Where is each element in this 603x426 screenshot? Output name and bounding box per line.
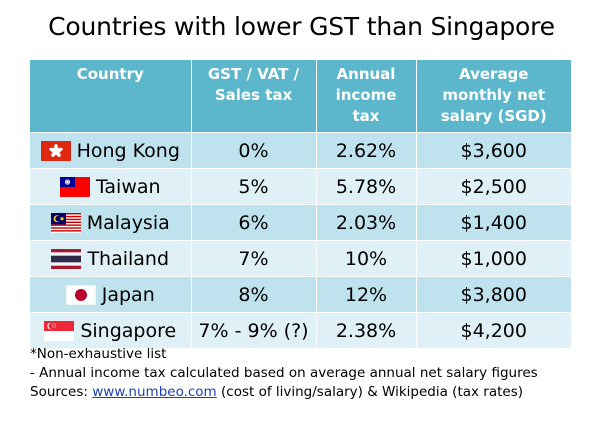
malaysia-flag-icon — [50, 212, 81, 233]
singapore-flag-icon — [44, 320, 75, 341]
country-cell: Taiwan — [30, 168, 191, 205]
taiwan-flag-icon — [59, 176, 90, 197]
page-title: Countries with lower GST than Singapore — [48, 12, 555, 41]
income-tax-value: 2.38% — [315, 312, 416, 348]
country-cell: Hong Kong — [30, 132, 191, 169]
sources-prefix: Sources: — [30, 384, 93, 400]
table-row: Taiwan 5% 5.78% $2,500 — [30, 168, 571, 205]
country-cell: Malaysia — [30, 204, 191, 241]
table-row: Hong Kong 0% 2.62% $3,600 — [30, 132, 571, 169]
header-gst: GST / VAT / Sales tax — [190, 60, 316, 133]
country-name: Malaysia — [86, 211, 170, 234]
salary-value: $3,600 — [415, 132, 571, 169]
thailand-flag-icon — [51, 248, 82, 269]
header-country: Country — [30, 60, 191, 133]
country-cell: Singapore — [30, 312, 191, 348]
gst-value: 7% - 9% (?) — [190, 312, 316, 348]
salary-value: $4,200 — [415, 312, 571, 348]
table-row: Malaysia 6% 2.03% $1,400 — [30, 204, 571, 241]
country-name: Japan — [101, 283, 155, 306]
sources-suffix: (cost of living/salary) & Wikipedia (tax… — [216, 384, 524, 400]
footnote-sources: Sources: www.numbeo.com (cost of living/… — [30, 383, 538, 402]
table-header-row: Country GST / VAT / Sales tax Annual inc… — [30, 60, 571, 133]
salary-value: $2,500 — [415, 168, 571, 205]
hong-kong-flag-icon — [40, 140, 71, 161]
income-tax-value: 5.78% — [315, 168, 416, 205]
income-tax-value: 10% — [315, 240, 416, 277]
table-row: Thailand 7% 10% $1,000 — [30, 240, 571, 277]
income-tax-value: 2.03% — [315, 204, 416, 241]
header-salary: Average monthly net salary (SGD) — [415, 60, 571, 133]
salary-value: $3,800 — [415, 276, 571, 313]
country-name: Thailand — [87, 247, 170, 270]
country-name: Taiwan — [95, 175, 161, 198]
footnotes: *Non-exhaustive list - Annual income tax… — [30, 345, 538, 402]
country-cell: Thailand — [30, 240, 191, 277]
header-income-tax: Annual income tax — [315, 60, 416, 133]
country-name: Hong Kong — [76, 139, 180, 162]
gst-value: 8% — [190, 276, 316, 313]
salary-value: $1,400 — [415, 204, 571, 241]
gst-value: 6% — [190, 204, 316, 241]
gst-value: 5% — [190, 168, 316, 205]
table-row: Japan 8% 12% $3,800 — [30, 276, 571, 313]
table-row: Singapore 7% - 9% (?) 2.38% $4,200 — [30, 312, 571, 348]
country-name: Singapore — [80, 319, 177, 342]
income-tax-value: 2.62% — [315, 132, 416, 169]
income-tax-value: 12% — [315, 276, 416, 313]
country-cell: Japan — [30, 276, 191, 313]
japan-flag-icon — [65, 284, 96, 305]
gst-comparison-table: Country GST / VAT / Sales tax Annual inc… — [30, 60, 571, 348]
salary-value: $1,000 — [415, 240, 571, 277]
numbeo-link[interactable]: www.numbeo.com — [92, 384, 217, 400]
footnote-non-exhaustive: *Non-exhaustive list — [30, 346, 167, 362]
gst-value: 7% — [190, 240, 316, 277]
gst-value: 0% — [190, 132, 316, 169]
footnote-income-tax: - Annual income tax calculated based on … — [30, 365, 538, 381]
